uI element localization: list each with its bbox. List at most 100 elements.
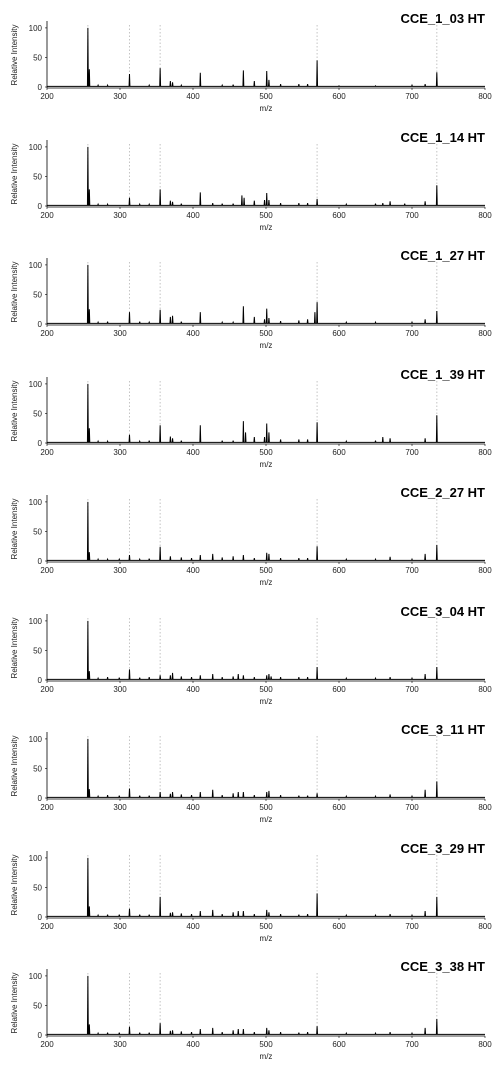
spectrum-panel: 200 300 400 500 600 700 800 0 50 100 m/z Relative I… xyxy=(10,130,492,232)
spectrum-panel: 200 300 400 500 600 700 800 0 50 100 m/z Relative I… xyxy=(10,722,492,824)
y-tick-label: 0 xyxy=(38,202,43,211)
y-tick-label: 100 xyxy=(29,24,43,33)
x-tick-label: 300 xyxy=(113,803,127,812)
x-tick-label: 200 xyxy=(40,92,54,101)
y-tick-label: 0 xyxy=(38,557,43,566)
panel-title: CCE_1_39 HT xyxy=(400,367,485,382)
spectrum-panel: 200 300 400 500 600 700 800 0 50 100 m/z Relative I… xyxy=(10,11,492,113)
y-tick-label: 100 xyxy=(29,616,43,625)
x-tick-label: 200 xyxy=(40,329,54,338)
x-tick-label: 300 xyxy=(113,92,127,101)
panel-title: CCE_1_03 HT xyxy=(400,11,485,26)
x-tick-label: 500 xyxy=(259,922,273,931)
y-axis-label: Relative Intensity xyxy=(10,25,19,86)
x-tick-label: 500 xyxy=(259,448,273,457)
x-tick-label: 800 xyxy=(478,211,492,220)
spectrum-line xyxy=(47,27,485,87)
x-tick-label: 300 xyxy=(113,922,127,931)
y-tick-label: 0 xyxy=(38,83,43,92)
spectrum-line xyxy=(47,620,485,680)
x-tick-label: 500 xyxy=(259,329,273,338)
y-axis-label: Relative Intensity xyxy=(10,262,19,323)
x-tick-label: 700 xyxy=(405,685,419,694)
y-axis-label: Relative Intensity xyxy=(10,143,19,204)
x-tick-label: 800 xyxy=(478,329,492,338)
x-tick-label: 300 xyxy=(113,1040,127,1049)
x-tick-label: 400 xyxy=(186,329,200,338)
panel-title: CCE_1_14 HT xyxy=(400,130,485,145)
y-tick-label: 0 xyxy=(38,676,43,685)
y-tick-label: 0 xyxy=(38,913,43,922)
x-axis-label: m/z xyxy=(260,104,273,113)
x-tick-label: 600 xyxy=(332,685,346,694)
x-axis-label: m/z xyxy=(260,460,273,469)
x-tick-label: 800 xyxy=(478,922,492,931)
x-tick-label: 400 xyxy=(186,92,200,101)
y-tick-label: 50 xyxy=(33,883,42,892)
x-axis-label: m/z xyxy=(260,223,273,232)
spectrum-line xyxy=(47,146,485,206)
x-tick-label: 300 xyxy=(113,685,127,694)
x-tick-label: 300 xyxy=(113,566,127,575)
panel-title: CCE_3_38 HT xyxy=(400,959,485,974)
y-axis-label: Relative Intensity xyxy=(10,499,19,560)
y-axis-label: Relative Intensity xyxy=(10,617,19,678)
y-tick-label: 100 xyxy=(29,261,43,270)
x-tick-label: 600 xyxy=(332,922,346,931)
x-tick-label: 700 xyxy=(405,566,419,575)
x-tick-label: 400 xyxy=(186,448,200,457)
x-tick-label: 400 xyxy=(186,922,200,931)
x-axis-label: m/z xyxy=(260,341,273,350)
y-tick-label: 50 xyxy=(33,53,42,62)
x-tick-label: 200 xyxy=(40,1040,54,1049)
x-axis-label: m/z xyxy=(260,1052,273,1061)
x-tick-label: 700 xyxy=(405,329,419,338)
y-tick-label: 100 xyxy=(29,853,43,862)
x-tick-label: 600 xyxy=(332,92,346,101)
y-tick-label: 0 xyxy=(38,794,43,803)
spectrum-panel: 200 300 400 500 600 700 800 0 50 100 m/z Relative I… xyxy=(10,841,492,943)
spectrum-panel: 200 300 400 500 600 700 800 0 50 100 m/z Relative I… xyxy=(10,959,492,1061)
x-tick-label: 500 xyxy=(259,685,273,694)
x-tick-label: 200 xyxy=(40,211,54,220)
y-tick-label: 0 xyxy=(38,320,43,329)
x-tick-label: 700 xyxy=(405,211,419,220)
x-tick-label: 700 xyxy=(405,448,419,457)
spectrum-line xyxy=(47,383,485,443)
spectrum-panel: 200 300 400 500 600 700 800 0 50 100 m/z Relative I… xyxy=(10,248,492,350)
panel-title: CCE_3_29 HT xyxy=(400,841,485,856)
panel-title: CCE_3_04 HT xyxy=(400,604,485,619)
y-tick-label: 50 xyxy=(33,527,42,536)
y-axis-label: Relative Intensity xyxy=(10,736,19,797)
x-tick-label: 500 xyxy=(259,1040,273,1049)
x-tick-label: 600 xyxy=(332,803,346,812)
spectrum-line xyxy=(47,738,485,798)
y-tick-label: 50 xyxy=(33,409,42,418)
x-tick-label: 500 xyxy=(259,92,273,101)
x-tick-label: 500 xyxy=(259,566,273,575)
x-tick-label: 800 xyxy=(478,92,492,101)
x-tick-label: 200 xyxy=(40,448,54,457)
spectrum-line xyxy=(47,501,485,561)
x-tick-label: 700 xyxy=(405,1040,419,1049)
spectrum-panel: 200 300 400 500 600 700 800 0 50 100 m/z Relative I… xyxy=(10,367,492,469)
y-tick-label: 50 xyxy=(33,1001,42,1010)
x-tick-label: 200 xyxy=(40,803,54,812)
x-tick-label: 800 xyxy=(478,685,492,694)
x-tick-label: 200 xyxy=(40,566,54,575)
spectrum-panel: 200 300 400 500 600 700 800 0 50 100 m/z Relative I… xyxy=(10,485,492,587)
x-tick-label: 400 xyxy=(186,803,200,812)
y-axis-label: Relative Intensity xyxy=(10,973,19,1034)
y-tick-label: 100 xyxy=(29,142,43,151)
x-axis-label: m/z xyxy=(260,578,273,587)
x-tick-label: 700 xyxy=(405,92,419,101)
x-tick-label: 500 xyxy=(259,803,273,812)
y-tick-label: 100 xyxy=(29,498,43,507)
x-tick-label: 500 xyxy=(259,211,273,220)
panel-title: CCE_3_11 HT xyxy=(401,722,485,737)
x-tick-label: 200 xyxy=(40,922,54,931)
y-tick-label: 50 xyxy=(33,646,42,655)
x-tick-label: 400 xyxy=(186,685,200,694)
x-tick-label: 400 xyxy=(186,211,200,220)
